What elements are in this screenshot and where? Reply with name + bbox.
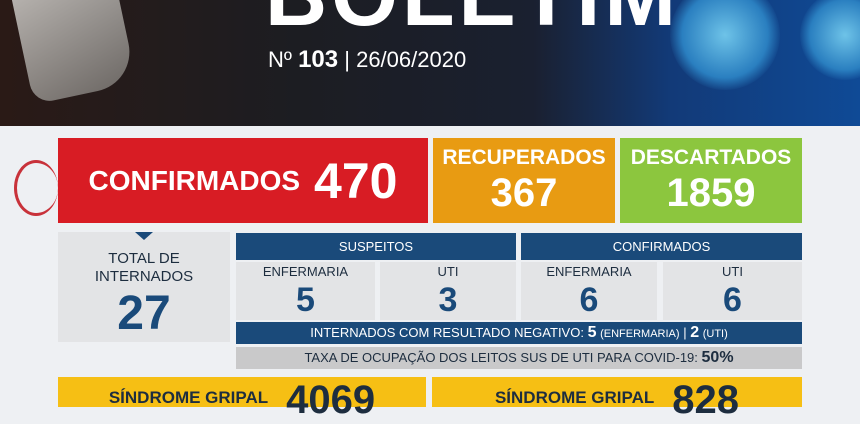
confirmed-icu-cell: UTI 6	[663, 262, 802, 320]
flu-syndrome-value: 828	[672, 378, 740, 422]
confirmed-header: CONFIRMADOS	[521, 233, 802, 260]
bulletin-number: Nº 103 | 26/06/2020	[268, 46, 466, 74]
icu-label: UTI	[437, 264, 459, 279]
total-label-2: INTERNADOS	[94, 268, 194, 285]
negative-ward-label: (ENFERMARIA)	[600, 328, 680, 340]
virus-icon	[14, 160, 58, 216]
icu-value: 3	[438, 281, 458, 319]
header-banner: BOLETIM Nº 103 | 26/06/2020	[0, 0, 860, 126]
confirmed-value: 470	[314, 152, 398, 209]
total-hospitalized-box: TOTAL DE INTERNADOS 27	[58, 232, 230, 342]
separator: |	[683, 325, 687, 340]
discarded-box: DESCARTADOS 1859	[620, 138, 802, 223]
virus-image	[670, 0, 780, 90]
discarded-label: DESCARTADOS	[630, 146, 792, 169]
recovered-box: RECUPERADOS 367	[433, 138, 615, 223]
flu-syndrome-label: SÍNDROME GRIPAL	[108, 388, 269, 407]
number-prefix: Nº	[268, 47, 292, 72]
ward-label: ENFERMARIA	[262, 264, 349, 279]
icu-occupancy-bar: TAXA DE OCUPAÇÃO DOS LEITOS SUS DE UTI P…	[236, 347, 802, 369]
flu-syndrome-box-2: SÍNDROME GRIPAL 828	[432, 377, 802, 422]
flu-syndrome-label: SÍNDROME GRIPAL	[494, 388, 655, 407]
number-value: 103	[298, 46, 339, 73]
occupancy-value: 50%	[701, 349, 734, 366]
ward-value: 6	[579, 281, 599, 319]
discarded-value: 1859	[666, 171, 756, 215]
separator: |	[344, 47, 350, 72]
bulletin-title: BOLETIM	[265, 0, 680, 44]
suspects-ward-cell: ENFERMARIA 5	[236, 262, 375, 320]
suspects-header: SUSPEITOS	[236, 233, 516, 260]
occupancy-label: TAXA DE OCUPAÇÃO DOS LEITOS SUS DE UTI P…	[304, 350, 698, 365]
confirmed-label: CONFIRMADOS	[88, 164, 301, 196]
total-label-1: TOTAL DE	[108, 250, 180, 267]
icu-label: UTI	[722, 264, 743, 279]
flu-syndrome-value: 4069	[286, 378, 376, 422]
recovered-value: 367	[490, 171, 558, 215]
negative-ward-value: 5	[587, 324, 597, 341]
confirmed-box: CONFIRMADOS 470	[58, 138, 428, 223]
negative-label: INTERNADOS COM RESULTADO NEGATIVO:	[310, 325, 584, 340]
suspects-icu-cell: UTI 3	[380, 262, 516, 320]
negative-result-bar: INTERNADOS COM RESULTADO NEGATIVO: 5 (EN…	[236, 322, 802, 344]
total-value: 27	[117, 287, 171, 340]
bulletin-date: 26/06/2020	[356, 47, 467, 72]
ward-label: ENFERMARIA	[546, 264, 632, 279]
negative-icu-value: 2	[690, 324, 700, 341]
confirmed-ward-cell: ENFERMARIA 6	[521, 262, 657, 320]
flu-syndrome-box: SÍNDROME GRIPAL 4069	[58, 377, 426, 422]
pointer-arrow-icon	[135, 232, 153, 240]
negative-icu-label: (UTI)	[702, 328, 728, 340]
icu-value: 6	[723, 281, 742, 319]
recovered-label: RECUPERADOS	[442, 146, 606, 169]
virus-image	[800, 0, 860, 80]
ward-value: 5	[296, 281, 315, 319]
face-mask-image	[8, 0, 137, 105]
